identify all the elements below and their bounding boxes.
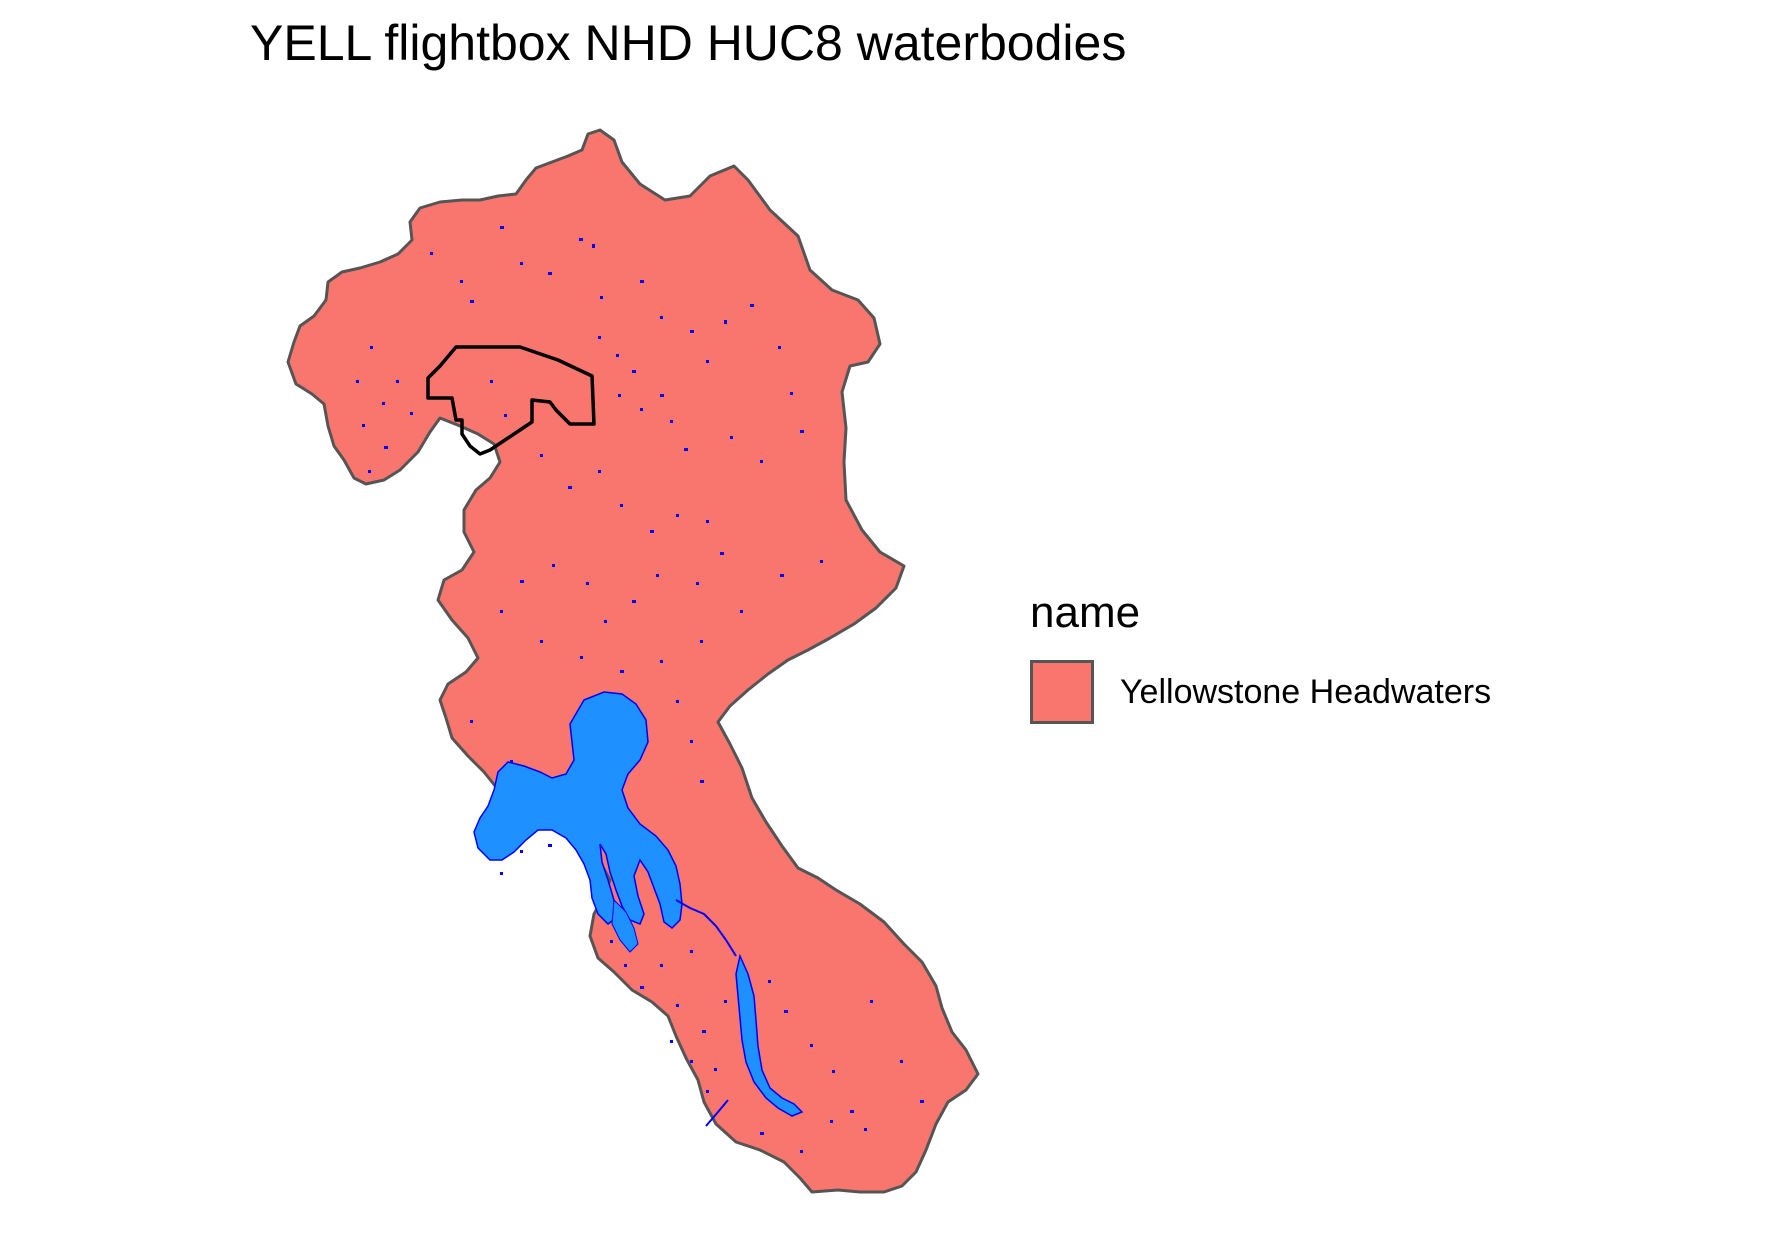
legend-swatch bbox=[1030, 660, 1094, 724]
legend-entry: Yellowstone Headwaters bbox=[1030, 660, 1491, 724]
legend-title: name bbox=[1030, 588, 1491, 638]
legend: name Yellowstone Headwaters bbox=[1030, 588, 1491, 724]
watershed-polygon bbox=[288, 130, 978, 1192]
legend-entry-label: Yellowstone Headwaters bbox=[1120, 673, 1491, 712]
